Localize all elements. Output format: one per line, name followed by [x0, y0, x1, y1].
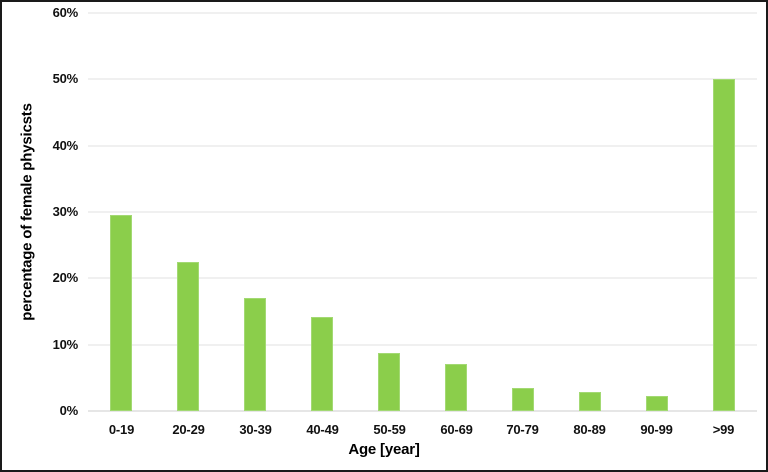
bar-30-39	[244, 298, 266, 411]
y-axis-title: percentage of female physicsts	[18, 103, 36, 321]
x-tick-label: >99	[712, 422, 735, 437]
bar-20-29	[177, 262, 199, 411]
x-tick-label: 90-99	[640, 422, 673, 437]
bar-60-69	[445, 364, 467, 411]
y-tick-label: 10%	[52, 336, 79, 352]
bar-50-59	[378, 353, 400, 411]
bar-70-79	[512, 388, 534, 411]
x-tick-label: 20-29	[172, 422, 205, 437]
bar-80-89	[579, 392, 601, 411]
x-tick-label: 60-69	[440, 422, 473, 437]
gridline	[88, 343, 757, 346]
x-tick-label: 70-79	[506, 422, 539, 437]
gridline	[88, 12, 757, 14]
y-tick-label: 40%	[52, 137, 79, 153]
bar->99	[713, 79, 735, 411]
x-tick-label: 30-39	[239, 422, 272, 437]
gridline	[88, 277, 757, 280]
y-tick-label: 60%	[52, 5, 79, 20]
gridline	[88, 78, 757, 81]
x-tick-label: 50-59	[373, 422, 406, 437]
gridline	[88, 144, 757, 147]
y-tick-label: 0%	[59, 403, 79, 418]
x-tick-label: 0-19	[108, 422, 135, 437]
y-tick-label: 20%	[52, 270, 79, 286]
x-tick-label: 80-89	[573, 422, 606, 437]
y-tick-label: 50%	[52, 71, 79, 87]
bar-0-19	[110, 215, 132, 411]
x-axis-title: Age [year]	[348, 441, 420, 458]
bar-40-49	[311, 317, 333, 411]
x-tick-label: 40-49	[306, 422, 339, 437]
bar-90-99	[646, 396, 668, 411]
gridline	[88, 211, 757, 213]
gridline	[88, 410, 757, 412]
y-tick-label: 30%	[52, 204, 79, 219]
